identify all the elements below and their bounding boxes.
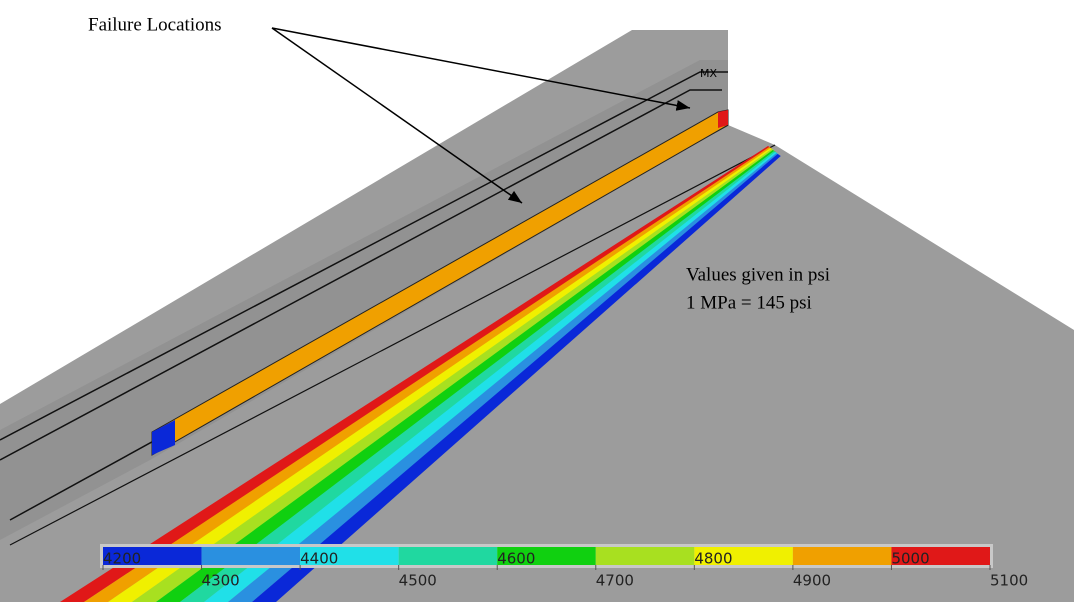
stress-band [156, 150, 776, 602]
stress-band [132, 149, 775, 602]
legend-segment [792, 547, 892, 565]
legend-segment [595, 547, 695, 565]
legend-segment [300, 547, 399, 565]
legend-tick-label: 5000 [891, 550, 929, 568]
units-note: Values given in psi [686, 264, 830, 285]
stress-band [180, 151, 778, 602]
legend-tick-label: 4600 [497, 550, 535, 568]
stress-band [108, 148, 774, 602]
legend-tick-label: 4500 [399, 572, 437, 590]
legend-tick-label: 4800 [694, 550, 732, 568]
stress-band [252, 154, 781, 602]
legend-tick-label: 4200 [103, 550, 141, 568]
legend-segment [103, 547, 202, 565]
stress-band [228, 153, 780, 602]
conversion-note: 1 MPa = 145 psi [686, 292, 812, 313]
edge-line [0, 89, 722, 461]
legend-tick-label: 5100 [990, 572, 1028, 590]
failure-label: Failure Locations [88, 14, 222, 35]
stress-band [84, 147, 773, 602]
arrow [271, 27, 523, 204]
strip-end [718, 110, 728, 128]
edge-line [9, 144, 776, 546]
arrow [271, 27, 691, 111]
legend-tick-label: 4900 [793, 572, 831, 590]
stress-band [60, 146, 772, 602]
legend-segment [398, 547, 498, 565]
legend-segment [891, 547, 990, 565]
color-legend: 4200 4300 4400 4500 4600 4700 4800 4900 5000 5100 [102, 547, 1028, 590]
legend-segment [201, 547, 301, 565]
stress-bands [60, 146, 781, 602]
stress-band [204, 152, 779, 602]
legend-segment [694, 547, 793, 565]
legend-tick-label: 4300 [202, 572, 240, 590]
strip-end [152, 420, 175, 455]
legend-tick-label: 4700 [596, 572, 634, 590]
edge-line [0, 71, 728, 441]
legend-tick-label: 4400 [300, 550, 338, 568]
legend-segment [497, 547, 596, 565]
max-marker: MX [700, 67, 717, 80]
